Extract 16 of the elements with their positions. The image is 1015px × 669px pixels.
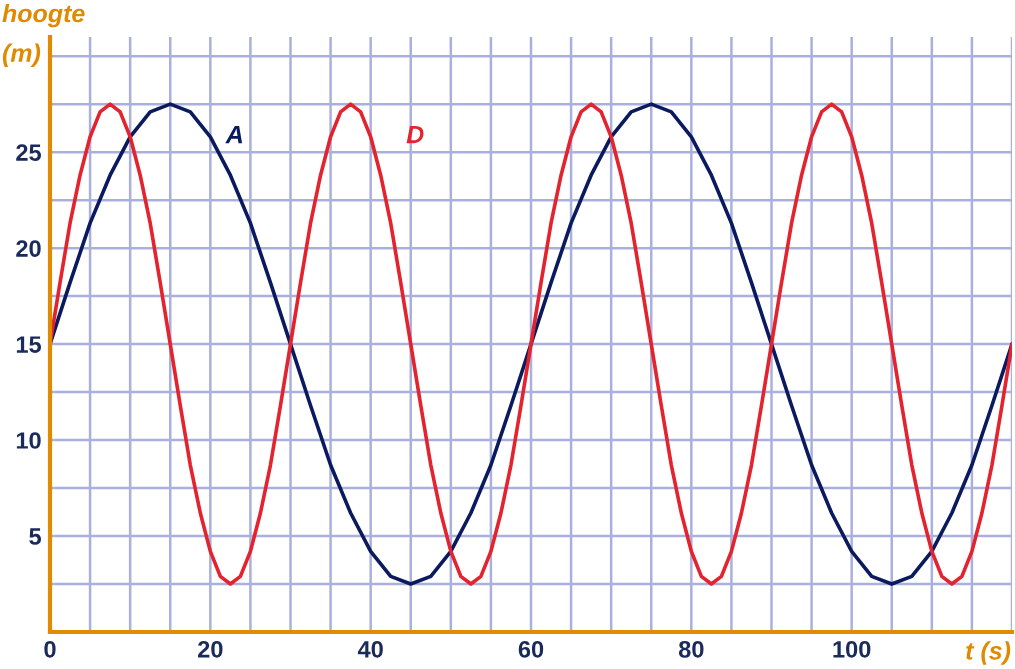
x-tick-label: 20 [198,640,223,658]
y-tick-label: 10 [16,432,41,449]
x-tick-label: 60 [518,640,544,658]
x-axis-title: t (s) [966,641,1011,665]
x-tick-label: 0 [44,640,56,658]
series-label: A [225,125,243,144]
y-tick-label: 5 [29,528,42,545]
series-label: D [406,125,424,144]
y-tick-label: 15 [16,336,42,353]
y-axis-title: hoogte (m) [2,4,85,67]
y-tick-label: 25 [16,144,42,161]
x-tick-label: 80 [678,640,704,658]
line-series [50,102,1012,586]
x-tick-label: 40 [357,640,383,658]
y-tick-label: 20 [16,240,41,257]
x-tick-label: 100 [833,640,871,658]
